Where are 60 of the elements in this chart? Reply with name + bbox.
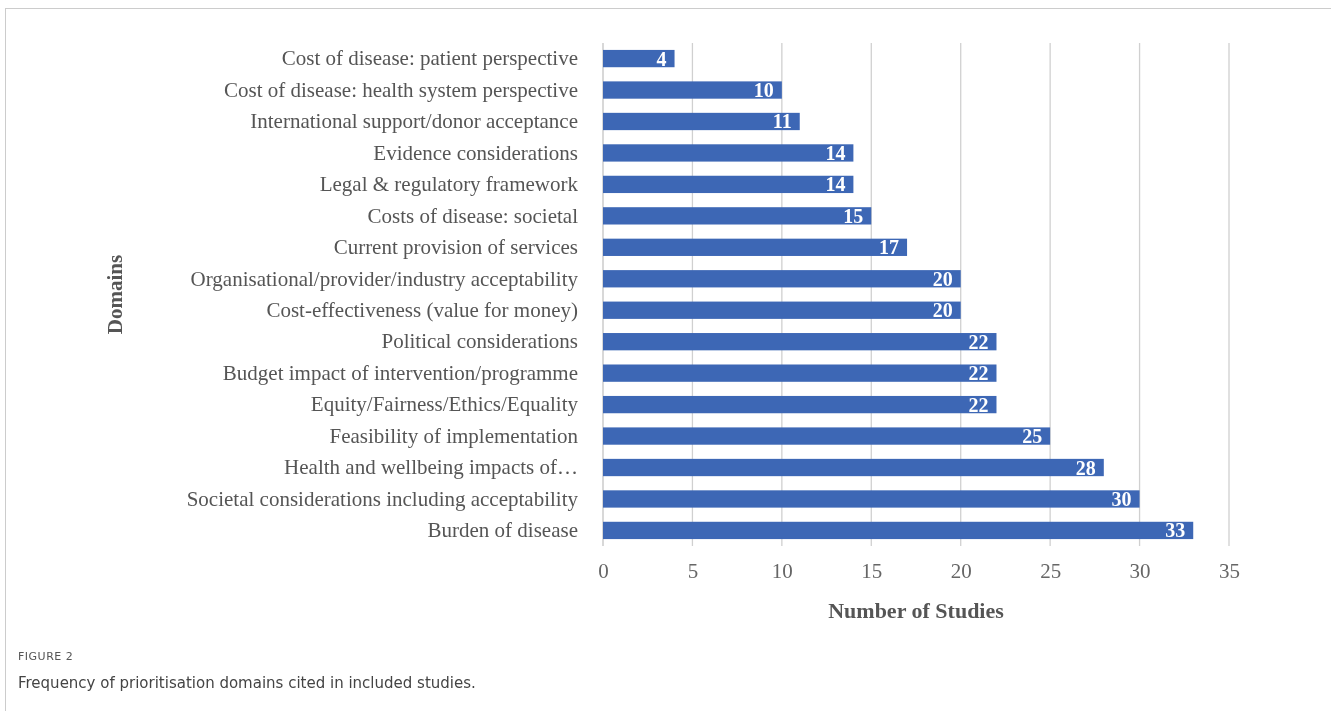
data-label: 4 — [656, 47, 667, 70]
data-label: 25 — [1022, 425, 1043, 448]
x-tick-label: 35 — [1219, 558, 1240, 583]
y-tick-label: Cost-effectiveness (value for money) — [266, 297, 578, 322]
bar — [603, 333, 997, 351]
bar — [603, 427, 1051, 445]
bar — [603, 301, 961, 319]
y-tick-label: Legal & regulatory framework — [319, 172, 579, 197]
data-label: 22 — [968, 393, 989, 416]
x-tick-label: 5 — [687, 558, 699, 583]
x-tick-label: 30 — [1129, 558, 1151, 583]
y-tick-label: Budget impact of intervention/programme — [222, 360, 578, 385]
bar — [603, 490, 1140, 508]
x-axis-title: Number of Studies — [828, 598, 1005, 623]
bar — [603, 144, 854, 162]
caption: FIGURE 2 — [18, 650, 74, 663]
data-label: 28 — [1075, 456, 1096, 479]
y-tick-label: Current provision of services — [333, 235, 578, 260]
data-label: 20 — [932, 267, 953, 290]
bar — [603, 175, 854, 194]
bar — [603, 207, 872, 225]
x-tick-label: 20 — [950, 558, 972, 583]
x-tick-label: 0 — [598, 558, 609, 583]
y-tick-label: Feasibility of implementation — [329, 423, 579, 448]
y-tick-label: Cost of disease: patient perspective — [281, 46, 578, 71]
y-tick-label: International support/donor acceptance — [250, 109, 578, 134]
data-label: 22 — [968, 330, 989, 353]
bar — [603, 364, 997, 382]
y-tick-label: Political considerations — [381, 329, 578, 354]
data-label: 22 — [968, 362, 989, 385]
y-axis-title: Domains — [103, 254, 127, 335]
y-tick-label: Costs of disease: societal — [367, 203, 579, 228]
bar — [603, 270, 961, 288]
bar — [603, 238, 908, 256]
y-tick-label: Societal considerations including acceptability — [186, 486, 579, 511]
x-tick-label: 15 — [861, 558, 883, 583]
data-label: 30 — [1111, 487, 1132, 510]
data-label: 11 — [772, 110, 792, 133]
x-tick-label: 10 — [771, 558, 793, 583]
bar — [603, 49, 675, 68]
data-label: 14 — [825, 173, 846, 196]
text: Frequency of prioritisation domains cited in included studies. — [18, 674, 476, 692]
data-label: 20 — [932, 299, 953, 322]
data-label: 14 — [825, 141, 846, 164]
y-tick-label: Cost of disease: health system perspective — [224, 77, 578, 102]
y-tick-label: Organisational/provider/industry acceptability — [190, 266, 579, 291]
x-tick-label: 25 — [1040, 558, 1062, 583]
y-tick-label: Equity/Fairness/Ethics/Equality — [310, 392, 579, 417]
data-label: 33 — [1165, 519, 1186, 542]
y-tick-label: Health and wellbeing impacts of… — [284, 455, 578, 480]
bar — [603, 112, 800, 131]
bar — [603, 395, 997, 414]
bar — [603, 81, 782, 99]
data-label: 17 — [879, 236, 900, 259]
y-tick-label: Evidence considerations — [373, 140, 578, 165]
bar — [603, 521, 1194, 540]
data-label: 15 — [843, 204, 864, 227]
data-label: 10 — [753, 79, 774, 102]
bar — [603, 458, 1104, 477]
y-tick-label: Burden of disease — [427, 518, 578, 543]
